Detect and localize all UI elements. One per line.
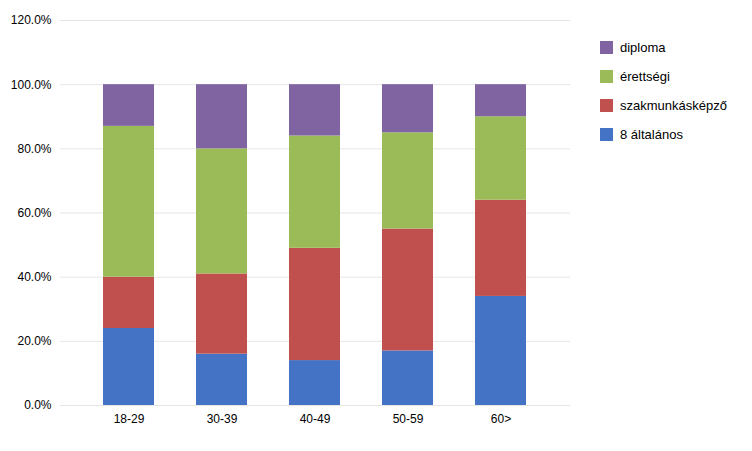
- svg-text:0.0%: 0.0%: [24, 398, 52, 412]
- svg-text:40-49: 40-49: [300, 412, 331, 426]
- html-text:diploma: diploma: [620, 40, 666, 55]
- svg-text:100.0%: 100.0%: [11, 78, 52, 92]
- svg-text:40.0%: 40.0%: [17, 270, 51, 284]
- svg-text:120.0%: 120.0%: [11, 13, 52, 27]
- html-text:érettségi: érettségi: [620, 69, 670, 84]
- svg-text:60>: 60>: [491, 412, 511, 426]
- html-text:szakmunkásképző: szakmunkásképző: [620, 98, 727, 113]
- svg-text:18-29: 18-29: [114, 412, 145, 426]
- svg-text:20.0%: 20.0%: [17, 334, 51, 348]
- svg-text:30-39: 30-39: [207, 412, 238, 426]
- svg-text:60.0%: 60.0%: [17, 206, 51, 220]
- html-text:8 általános: 8 általános: [620, 127, 683, 142]
- svg-text:50-59: 50-59: [393, 412, 424, 426]
- svg-text:80.0%: 80.0%: [17, 142, 51, 156]
